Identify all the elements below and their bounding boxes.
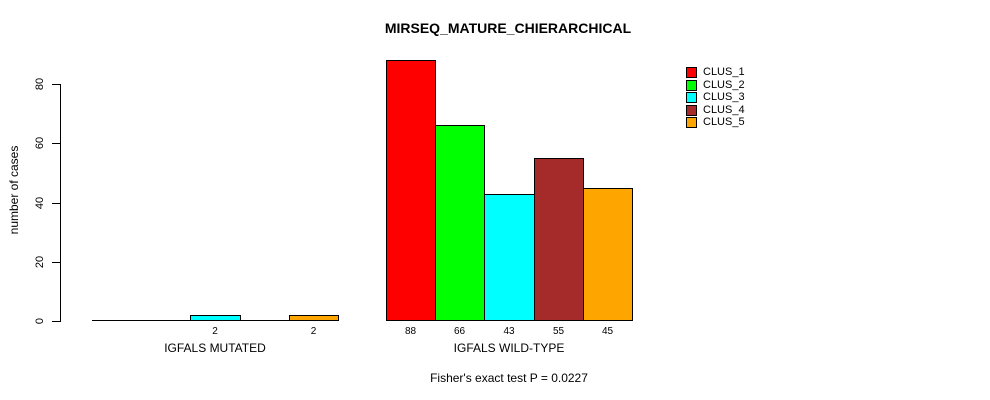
- legend-label: CLUS_2: [703, 79, 745, 91]
- zero-height-bar-clus-1: [92, 320, 142, 321]
- bar-clus-2: [435, 125, 485, 321]
- legend-label: CLUS_3: [703, 91, 745, 103]
- y-axis-tick: [52, 203, 60, 204]
- bar-value-label: 55: [552, 326, 565, 337]
- bar-value-label: 2: [310, 326, 317, 337]
- legend-label: CLUS_1: [703, 66, 745, 78]
- bar-clus-1: [386, 60, 436, 321]
- bar-value-label: 2: [212, 326, 218, 337]
- y-axis-tick: [52, 262, 60, 263]
- bar-value-label: 43: [503, 326, 515, 337]
- y-axis-line: [60, 84, 61, 322]
- bar-value-label: 45: [601, 326, 614, 337]
- bar-clus-5: [583, 188, 633, 321]
- bar-clus-3: [190, 315, 241, 321]
- bar-clus-5: [289, 315, 339, 321]
- legend-swatch-clus-5: [686, 117, 697, 128]
- zero-height-bar-clus-2: [141, 320, 191, 321]
- legend-label: CLUS_4: [703, 104, 745, 116]
- bar-value-label: 66: [453, 326, 466, 337]
- y-axis-tick: [52, 321, 60, 322]
- legend-label: CLUS_5: [703, 116, 745, 128]
- bar-clus-3: [484, 194, 535, 321]
- y-axis-tick: [52, 84, 60, 85]
- y-axis-title: number of cases: [7, 145, 21, 235]
- y-axis-tick-label: 0: [34, 317, 46, 325]
- legend-swatch-clus-4: [686, 105, 697, 116]
- group-label-igfals-wild-type: IGFALS WILD-TYPE: [453, 341, 565, 355]
- bar-value-label: 88: [404, 326, 417, 337]
- legend-swatch-clus-2: [686, 80, 697, 91]
- y-axis-tick: [52, 143, 60, 144]
- chart-title: MIRSEQ_MATURE_CHIERARCHICAL: [384, 20, 632, 36]
- legend-swatch-clus-3: [686, 92, 697, 103]
- legend-swatch-clus-1: [686, 67, 697, 78]
- group-label-igfals-mutated: IGFALS MUTATED: [164, 341, 266, 355]
- caption-fishers-exact-test: Fisher's exact test P = 0.0227: [430, 371, 588, 385]
- y-axis-tick-label: 40: [34, 196, 46, 210]
- y-axis-tick-label: 60: [34, 136, 46, 150]
- y-axis-tick-label: 20: [34, 255, 46, 269]
- bar-clus-4: [534, 158, 584, 321]
- y-axis-tick-label: 80: [34, 77, 46, 91]
- zero-height-bar-clus-4: [240, 320, 290, 321]
